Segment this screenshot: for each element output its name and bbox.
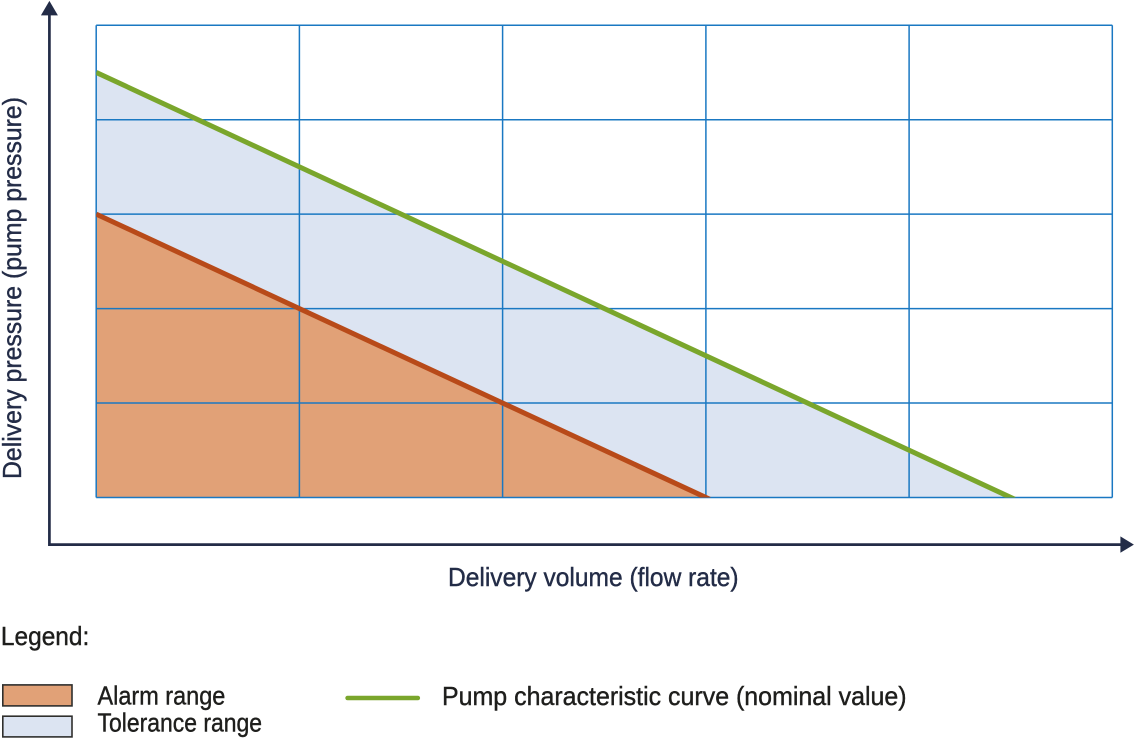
svg-text:Alarm range: Alarm range — [98, 680, 226, 710]
svg-text:Delivery volume (flow rate): Delivery volume (flow rate) — [448, 562, 739, 592]
svg-text:Delivery pressure (pump pressu: Delivery pressure (pump pressure) — [0, 97, 27, 479]
svg-text:Pump characteristic curve (nom: Pump characteristic curve (nominal value… — [442, 681, 907, 711]
svg-text:Legend:: Legend: — [1, 621, 89, 651]
svg-text:Tolerance range: Tolerance range — [98, 708, 263, 738]
